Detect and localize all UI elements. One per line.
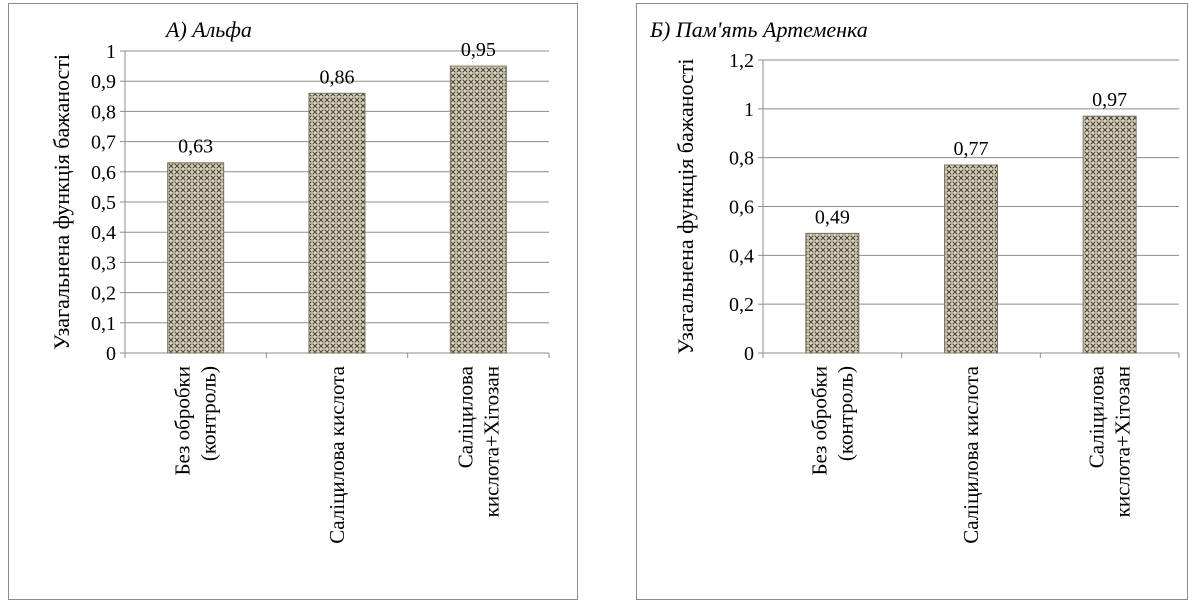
alfa-y-tick-label: 0,2 <box>91 283 116 305</box>
alfa-bar-1 <box>167 162 225 354</box>
alfa-y-tick-label: 0,9 <box>91 71 116 93</box>
alfa-y-tick-label: 0,5 <box>91 192 116 214</box>
artemenka-y-tick-label: 0,8 <box>729 148 754 170</box>
alfa-bar-2 <box>308 92 366 354</box>
artemenka-category-label-line: кислота+Хітозан <box>1111 366 1135 517</box>
artemenka-bar-1 <box>805 232 860 354</box>
artemenka-category-label-line: Саліцилова <box>1085 365 1109 468</box>
alfa-data-label-2: 0,86 <box>320 66 355 88</box>
alfa-y-tick-label: 0,4 <box>91 222 116 244</box>
artemenka-y-tick-label: 0,4 <box>729 245 754 267</box>
alfa-y-tick-label: 0,1 <box>91 313 116 335</box>
artemenka-bar-3 <box>1082 115 1137 354</box>
chart-alfa-svg: 0 0,1 0,2 0,3 0,4 0,5 0,6 0,7 0,8 0,9 1 0,63 Без обр… <box>49 17 550 544</box>
artemenka-category-label-3: Саліцилова кислота+Хітозан <box>1085 365 1135 517</box>
alfa-y-tick-label: 1 <box>106 41 116 63</box>
alfa-chart-title: А) Альфа <box>164 17 252 42</box>
alfa-category-label-line: кислота+Хітозан <box>479 366 503 517</box>
chart-alfa: 0 0,1 0,2 0,3 0,4 0,5 0,6 0,7 0,8 0,9 1 0,63 Без обр… <box>8 3 578 600</box>
artemenka-category-label-line: Саліцилова кислота <box>959 365 983 543</box>
artemenka-category-label-1: Без обробки (контроль) <box>807 366 857 476</box>
artemenka-category-label-line: Без обробки <box>807 366 831 476</box>
artemenka-y-tick-label: 1 <box>744 99 754 121</box>
alfa-data-label-3: 0,95 <box>461 39 496 61</box>
alfa-bar-3 <box>449 65 507 354</box>
artemenka-bar-2 <box>944 164 998 354</box>
alfa-category-label-line: Саліцилова кислота <box>325 365 349 543</box>
alfa-y-tick-label: 0,3 <box>91 252 116 274</box>
artemenka-data-label-2: 0,77 <box>954 138 989 160</box>
artemenka-y-tick-label: 0,6 <box>729 197 754 219</box>
chart-pamyat-artemenka-svg: 0 0,2 0,4 0,6 0,8 1 1,2 0,49 Без обробки (контрол… <box>649 17 1180 544</box>
artemenka-category-label-2: Саліцилова кислота <box>959 365 983 543</box>
alfa-y-tick-label: 0,7 <box>91 132 116 154</box>
alfa-y-tick-label: 0 <box>106 343 116 365</box>
artemenka-chart-title: Б) Пам'ять Артеменка <box>649 17 868 42</box>
artemenka-data-label-3: 0,97 <box>1092 89 1127 111</box>
artemenka-data-label-1: 0,49 <box>815 206 850 228</box>
artemenka-y-axis-title: Узагальнена функція бажаності <box>673 58 698 354</box>
alfa-category-label-1: Без обробки (контроль) <box>171 366 221 476</box>
alfa-category-label-line: Саліцилова <box>453 365 477 468</box>
alfa-category-label-3: Саліцилова кислота+Хітозан <box>453 365 503 517</box>
alfa-category-label-2: Саліцилова кислота <box>325 365 349 543</box>
artemenka-y-tick-label: 0 <box>744 343 754 365</box>
alfa-y-tick-label: 0,6 <box>91 162 116 184</box>
alfa-category-label-line: (контроль) <box>197 366 221 461</box>
alfa-data-label-1: 0,63 <box>178 136 213 158</box>
artemenka-y-tick-label: 1,2 <box>729 50 754 72</box>
chart-pamyat-artemenka: 0 0,2 0,4 0,6 0,8 1 1,2 0,49 Без обробки (контрол… <box>636 3 1188 600</box>
artemenka-y-tick-label: 0,2 <box>729 294 754 316</box>
alfa-category-label-line: Без обробки <box>171 366 195 476</box>
alfa-y-tick-label: 0,8 <box>91 101 116 123</box>
alfa-y-axis-title: Узагальнена функція бажаності <box>49 54 74 350</box>
artemenka-category-label-line: (контроль) <box>833 366 857 461</box>
